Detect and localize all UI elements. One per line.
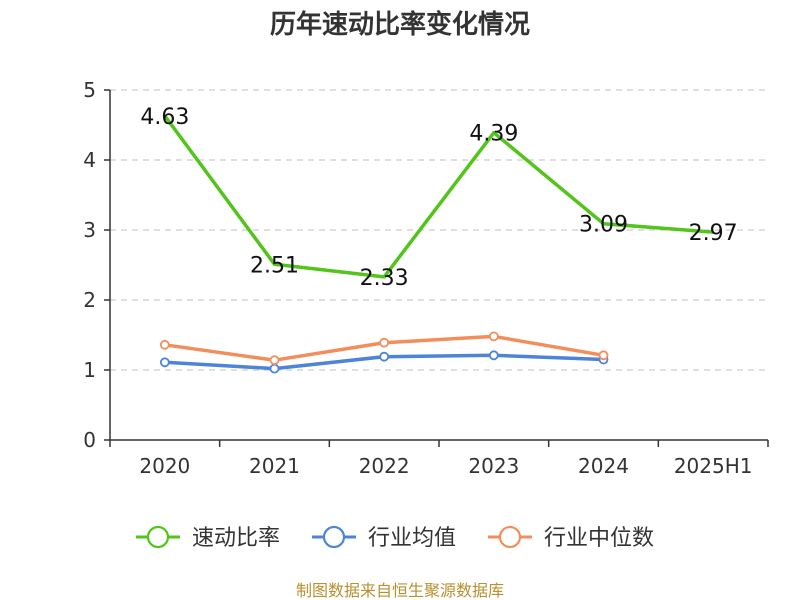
series-2 (159, 331, 609, 366)
data-label: 2.33 (360, 266, 409, 291)
y-tick-label: 4 (83, 148, 96, 172)
data-label: 4.63 (140, 105, 189, 130)
series-group: 4.63 2.51 2.33 4.39 3.09 2.97 (140, 105, 738, 374)
data-point (269, 363, 280, 374)
x-tick-label: 2020 (139, 454, 190, 478)
y-tick-label: 2 (83, 288, 96, 312)
data-label: 2.51 (250, 253, 299, 278)
x-tick-label: 2024 (578, 454, 629, 478)
legend-item[interactable]: 行业中位数 (488, 525, 654, 551)
data-point (488, 350, 499, 361)
legend-label: 行业中位数 (544, 526, 654, 551)
data-point (269, 355, 280, 366)
y-tick-label: 1 (83, 358, 96, 382)
data-point (159, 357, 170, 368)
data-point (598, 350, 609, 361)
legend-label: 速动比率 (192, 526, 280, 551)
data-point (379, 351, 390, 362)
data-point (379, 337, 390, 348)
legend-swatch-marker (146, 525, 170, 549)
source-note: 制图数据来自恒生聚源数据库 (296, 581, 504, 600)
x-tick-label: 2021 (249, 454, 300, 478)
data-label: 2.97 (689, 221, 738, 246)
legend-label: 行业均值 (368, 526, 456, 551)
axes: 0 1 2 3 4 5 2020 2021 2022 2023 2024 2025H1 (83, 78, 769, 478)
x-tick-label: 2025H1 (674, 454, 753, 478)
y-tick-label: 3 (83, 218, 96, 242)
data-point (159, 339, 170, 350)
y-tick-label: 5 (83, 78, 96, 102)
legend[interactable]: 速动比率 行业均值 行业中位数 (136, 525, 654, 551)
x-tick-label: 2022 (359, 454, 410, 478)
legend-swatch-marker (498, 525, 522, 549)
y-tick-label: 0 (83, 428, 96, 452)
data-point (488, 331, 499, 342)
legend-item[interactable]: 行业均值 (312, 525, 456, 551)
x-tick-label: 2023 (468, 454, 519, 478)
data-label: 3.09 (579, 213, 628, 238)
series-line (163, 114, 714, 279)
legend-item[interactable]: 速动比率 (136, 525, 280, 551)
series-0: 4.63 2.51 2.33 4.39 3.09 2.97 (140, 105, 737, 291)
chart-title: 历年速动比率变化情况 (270, 9, 530, 40)
data-label: 4.39 (469, 122, 518, 147)
legend-swatch-marker (322, 525, 346, 549)
